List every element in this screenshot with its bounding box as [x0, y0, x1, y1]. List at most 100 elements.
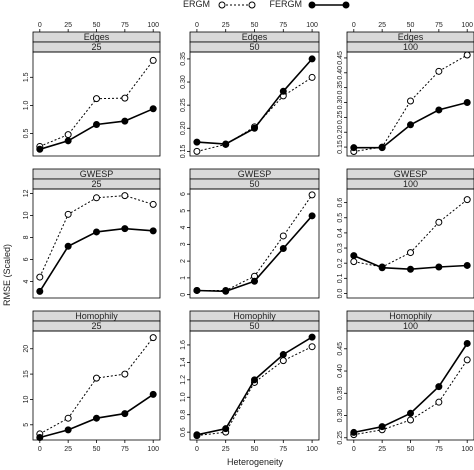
data-point-ergm [93, 95, 100, 103]
data-point-fergm [121, 117, 129, 125]
data-point-ergm [463, 196, 471, 204]
data-point-fergm [279, 245, 287, 253]
legend-marker-ergm [248, 1, 256, 9]
x-axis-label: Heterogeneity [227, 457, 284, 467]
strip-group-label: 25 [91, 321, 101, 331]
plot-frame [346, 51, 474, 157]
y-tick-label: 0.0 [337, 288, 344, 298]
plot-frame [32, 330, 161, 441]
strip-group-label: 50 [249, 321, 259, 331]
y-tick-label: 0.2 [337, 258, 344, 268]
data-point-ergm [279, 357, 287, 365]
data-point-fergm [308, 333, 316, 341]
y-tick-label: 20 [23, 345, 30, 353]
y-tick-label: 10 [23, 395, 30, 403]
data-point-ergm [149, 334, 157, 342]
x-tick-label-top: 100 [306, 22, 318, 29]
y-axis-label: RMSE (Scaled) [2, 244, 12, 306]
strip-statistic-label: Edges [242, 32, 268, 42]
y-tick-label: 0.45 [337, 51, 344, 65]
x-tick-label-top: 0 [38, 22, 42, 29]
y-tick-label: 6 [180, 192, 187, 196]
y-tick-label: 0.35 [180, 52, 187, 66]
x-tick-label-top: 75 [121, 22, 129, 29]
data-point-fergm [407, 121, 414, 129]
strip-statistic-label: Homophily [233, 311, 276, 321]
strip-statistic-label: Edges [84, 32, 110, 42]
data-point-fergm [193, 431, 201, 439]
y-tick-label: 0.30 [337, 409, 344, 423]
data-point-fergm [36, 145, 44, 153]
x-tick-label-top: 50 [93, 22, 101, 29]
data-point-fergm [64, 137, 72, 145]
y-tick-label: 0.20 [180, 121, 187, 135]
data-point-ergm [435, 218, 443, 226]
strip-statistic-label: GWESP [238, 169, 272, 179]
data-point-ergm [463, 356, 471, 364]
y-tick-label: 0 [180, 293, 187, 297]
x-tick-label-top: 100 [461, 22, 473, 29]
x-tick-label-top: 25 [378, 22, 386, 29]
data-point-ergm [407, 97, 414, 105]
data-point-ergm [435, 67, 443, 75]
data-point-ergm [193, 147, 201, 155]
y-tick-label: 1.2 [180, 375, 187, 385]
data-point-fergm [435, 106, 443, 114]
x-tick-label-bottom: 75 [121, 446, 129, 453]
strip-statistic-label: Homophily [389, 311, 432, 321]
data-point-ergm [407, 249, 414, 257]
data-point-fergm [378, 264, 386, 272]
x-tick-label-bottom: 0 [352, 446, 356, 453]
y-tick-label: 0.4 [337, 228, 344, 238]
data-point-ergm [64, 414, 72, 422]
x-tick-label-bottom: 100 [461, 446, 473, 453]
data-point-ergm [435, 398, 443, 406]
strip-group-label: 100 [403, 321, 418, 331]
series-line-ergm [39, 60, 154, 147]
data-point-fergm [193, 138, 201, 146]
y-tick-label: 4 [23, 279, 30, 283]
y-tick-label: 12 [23, 189, 30, 197]
data-point-fergm [64, 426, 72, 434]
x-tick-label-top: 25 [222, 22, 230, 29]
data-point-fergm [36, 287, 44, 295]
data-point-ergm [279, 232, 287, 240]
series-line-fergm [39, 227, 154, 292]
data-point-fergm [308, 55, 316, 63]
y-tick-label: 0.35 [337, 81, 344, 95]
data-point-fergm [64, 242, 72, 250]
x-tick-label-top: 0 [195, 22, 199, 29]
data-point-ergm [64, 131, 72, 139]
data-point-ergm [407, 416, 414, 424]
data-point-fergm [407, 265, 414, 273]
legend: ERGM FERGM [183, 0, 350, 9]
legend-label-fergm: FERGM [270, 0, 303, 9]
y-tick-label: 8 [23, 235, 30, 239]
y-tick-label: 6 [23, 257, 30, 261]
x-tick-label-top: 100 [147, 22, 159, 29]
y-tick-label: 0.25 [180, 98, 187, 112]
data-point-fergm [463, 99, 471, 107]
y-tick-label: 1.0 [23, 100, 30, 110]
x-tick-label-bottom: 25 [64, 446, 72, 453]
strip-statistic-label: GWESP [394, 169, 428, 179]
plot-frame [189, 188, 320, 299]
series-line-fergm [196, 336, 313, 436]
data-point-ergm [121, 192, 129, 200]
x-tick-label-bottom: 25 [378, 446, 386, 453]
x-tick-label-top: 0 [352, 22, 356, 29]
x-tick-label-bottom: 100 [147, 446, 159, 453]
strip-group-label: 25 [91, 179, 101, 189]
y-tick-label: 0.40 [337, 66, 344, 80]
plot-frame [346, 330, 474, 441]
legend-marker-fergm [342, 1, 350, 9]
series-line-ergm [353, 359, 468, 436]
data-point-fergm [251, 376, 258, 384]
strip-group-label: 25 [91, 42, 101, 52]
data-point-ergm [350, 258, 358, 266]
